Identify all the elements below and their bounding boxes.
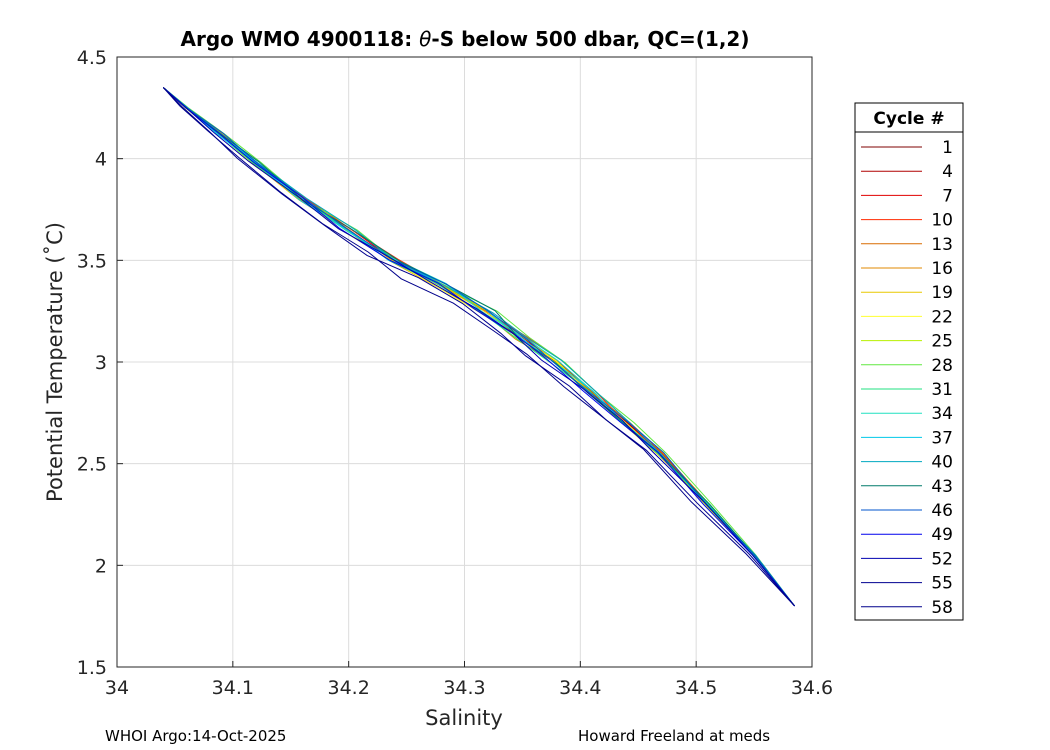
legend-label: 49 [931, 525, 953, 545]
chart-title: Argo WMO 4900118: θ-S below 500 dbar, QC… [181, 27, 750, 51]
legend-entries: 1 4 7 10 13 16 19 22 25 28 31 34 37 40 43 46 49 52 55 58 [861, 138, 953, 618]
legend-label: 4 [942, 162, 953, 182]
y-tick-label: 2 [95, 555, 107, 577]
x-tick-label: 34.3 [443, 677, 485, 699]
y-axis-label: Potential Temperature (˚C) [43, 222, 67, 502]
title-suffix: -S below 500 dbar, QC=(1,2) [431, 27, 749, 51]
series-line-cycle-52 [162, 87, 795, 607]
legend-label: 31 [931, 380, 953, 400]
legend-label: 7 [942, 186, 953, 206]
legend-label: 37 [931, 428, 953, 448]
x-axis-ticks: 34 34.1 34.2 34.3 34.4 34.5 34.6 [105, 661, 833, 699]
x-tick-label: 34.2 [328, 677, 370, 699]
y-tick-label: 3 [95, 352, 107, 374]
series-line-cycle-49 [162, 87, 795, 607]
legend-label: 16 [931, 259, 953, 279]
x-tick-label: 34.4 [559, 677, 601, 699]
legend-label: 43 [931, 477, 953, 497]
legend-label: 46 [931, 501, 953, 521]
legend-label: 19 [931, 283, 953, 303]
legend-label: 1 [942, 138, 953, 158]
title-theta-symbol: θ [419, 27, 431, 51]
legend-label: 28 [931, 356, 953, 376]
legend-label: 22 [931, 307, 953, 327]
y-axis-ticks: 1.5 2 2.5 3 3.5 4 4.5 [77, 47, 123, 679]
legend-label: 25 [931, 332, 953, 352]
footer-left: WHOI Argo:14-Oct-2025 [105, 727, 286, 745]
series-line-cycle-31 [162, 87, 795, 607]
series-line-cycle-58 [162, 87, 795, 607]
y-tick-label: 4 [95, 149, 107, 171]
footer-right: Howard Freeland at meds [578, 727, 770, 745]
title-prefix: Argo WMO 4900118: [181, 27, 420, 51]
x-tick-label: 34.5 [675, 677, 717, 699]
series-line-cycle-55 [162, 87, 795, 607]
legend-label: 55 [931, 574, 953, 594]
legend-label: 13 [931, 235, 953, 255]
series-line-cycle-46 [162, 87, 795, 607]
legend-label: 34 [931, 404, 953, 424]
legend-label: 52 [931, 549, 953, 569]
legend-label: 40 [931, 453, 953, 473]
legend: Cycle # 1 4 7 10 13 16 19 22 25 28 31 34 37 40 43 46 49 5… [854, 102, 964, 621]
legend-title: Cycle # [873, 109, 944, 129]
series-lines [162, 87, 795, 607]
series-line-cycle-28 [162, 87, 795, 607]
x-tick-label: 34.6 [791, 677, 833, 699]
x-tick-label: 34.1 [212, 677, 254, 699]
series-line-cycle-43 [162, 87, 795, 607]
legend-label: 58 [931, 598, 953, 618]
legend-label: 10 [931, 211, 953, 231]
x-tick-label: 34 [105, 677, 129, 699]
y-tick-label: 1.5 [77, 657, 107, 679]
y-tick-label: 4.5 [77, 47, 107, 69]
y-tick-label: 2.5 [77, 454, 107, 476]
x-axis-label: Salinity [425, 706, 503, 730]
y-tick-label: 3.5 [77, 250, 107, 272]
